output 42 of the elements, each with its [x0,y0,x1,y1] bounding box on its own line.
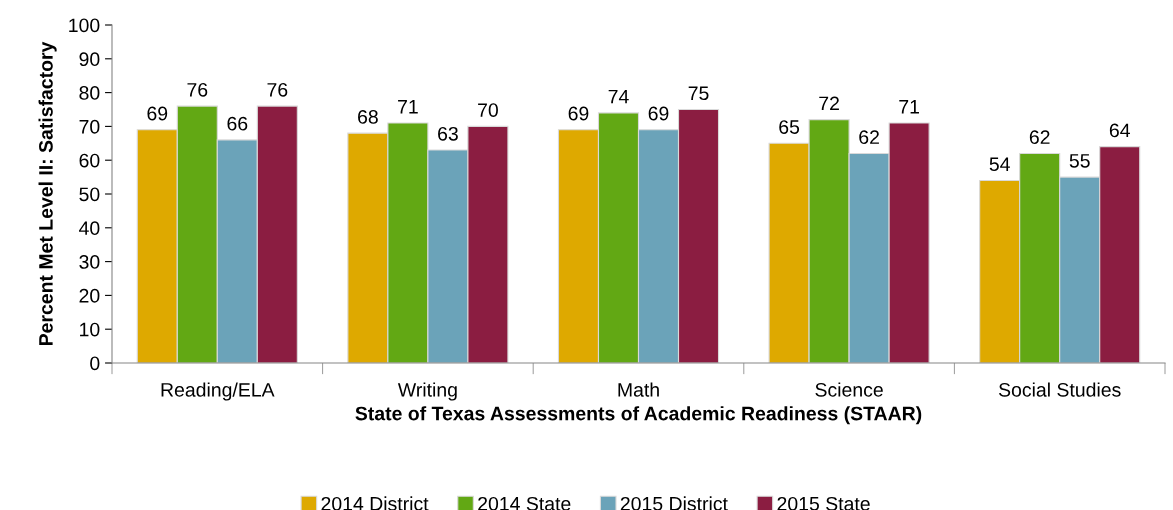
legend-label: 2014 State [478,496,571,510]
y-tick-label: 30 [79,255,100,269]
data-label: 76 [267,82,288,97]
data-label: 55 [1069,154,1090,168]
legend-label: 2015 District [620,496,728,510]
legend-label: 2015 State [777,496,870,510]
y-tick-label: 50 [79,187,100,202]
data-label: 64 [1109,123,1130,138]
x-tick-label: Reading/ELA [161,382,275,401]
y-tick-label: 40 [79,221,100,236]
y-axis-title: Percent Met Level II: Satisfactory [38,41,57,346]
data-label: 70 [478,103,498,117]
y-tick-label: 0 [90,356,100,371]
data-label: 71 [398,100,418,114]
x-tick-label: Math [618,382,659,397]
y-tick-label: 60 [79,153,100,168]
y-tick-label: 70 [79,119,100,134]
data-label: 69 [147,106,168,121]
data-label: 63 [438,126,458,141]
data-label: 75 [688,86,709,101]
data-label: 74 [608,89,629,104]
data-label: 62 [859,130,879,145]
data-label: 54 [989,157,1010,172]
data-label: 62 [1029,130,1050,145]
y-tick-label: 100 [69,18,100,33]
x-tick-label: Science [815,382,883,397]
y-tick-label: 20 [79,288,100,303]
data-label: 65 [779,120,800,134]
data-label: 68 [358,109,378,124]
data-label: 66 [227,116,248,131]
x-tick-label: Social Studies [998,382,1121,397]
data-label: 71 [899,100,919,114]
x-tick-label: Writing [397,382,457,401]
data-label: 69 [648,106,669,121]
y-tick-label: 10 [80,322,100,337]
y-tick-label: 90 [79,52,100,67]
data-label: 76 [187,82,208,97]
x-axis-title: State of Texas Assessments of Academic Readiness (STAAR) [355,406,922,425]
y-tick-label: 80 [79,86,100,100]
legend-label: 2014 District [321,496,429,510]
data-label: 72 [819,96,839,111]
data-label: 69 [568,106,589,121]
